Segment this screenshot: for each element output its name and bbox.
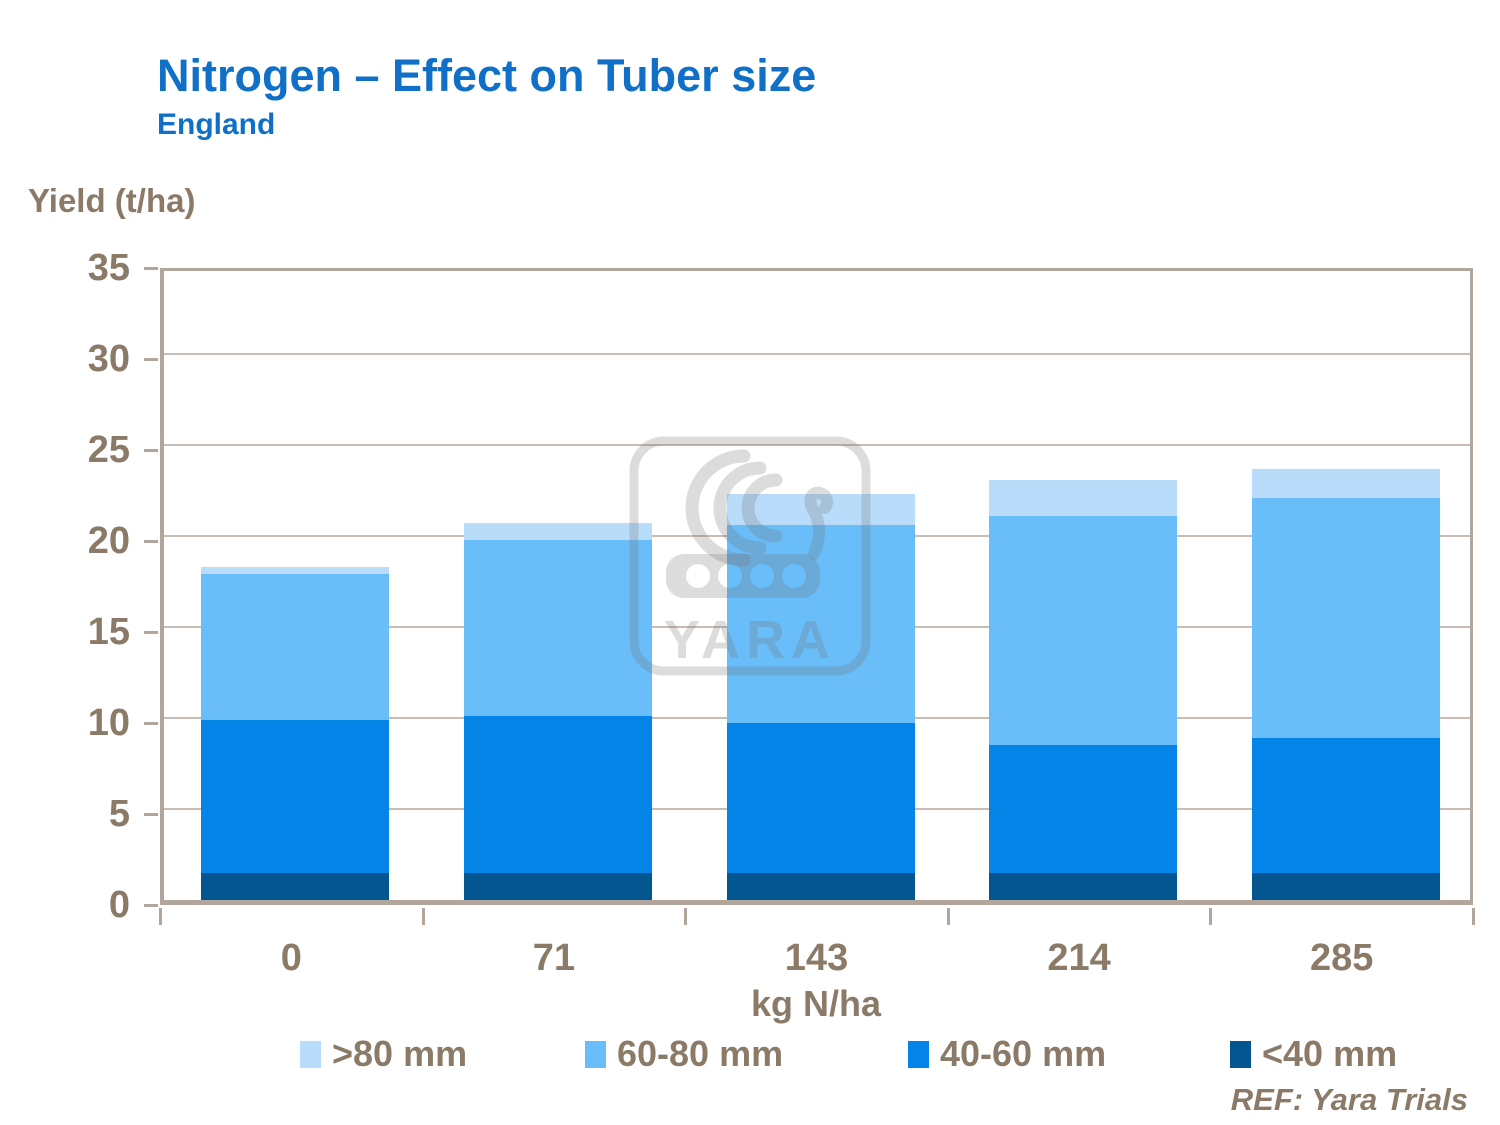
bar-1-seg-3 <box>463 523 652 540</box>
bar-4-seg-0 <box>1251 872 1440 900</box>
x-category-label: 0 <box>280 937 302 979</box>
bar-4-seg-2 <box>1251 497 1440 739</box>
y-tick-label: 25 <box>87 429 130 471</box>
legend-swatch <box>908 1040 929 1068</box>
x-tick-mark <box>1209 908 1213 925</box>
legend-label: >80 mm <box>332 1033 468 1074</box>
y-tick-mark <box>144 267 158 270</box>
legend-item: >80 mm <box>300 1032 467 1076</box>
y-tick-label: 20 <box>87 520 130 562</box>
chart-title: Nitrogen – Effect on Tuber size <box>157 50 817 101</box>
y-tick-mark <box>144 540 158 543</box>
gridline <box>164 353 1470 355</box>
x-tick-mark <box>421 908 425 925</box>
x-category-label: 285 <box>1309 937 1374 979</box>
bar-1-seg-1 <box>463 716 652 873</box>
legend-item: 40-60 mm <box>908 1032 1106 1076</box>
y-axis-title: Yield (t/ha) <box>28 182 196 219</box>
legend-item: <40 mm <box>1230 1032 1397 1076</box>
y-tick-mark <box>144 904 158 907</box>
bar-2-seg-3 <box>726 494 915 526</box>
bar-1-seg-0 <box>463 872 652 900</box>
y-tick-label: 35 <box>87 247 130 289</box>
legend-label: 40-60 mm <box>940 1033 1107 1074</box>
bar-0-seg-3 <box>201 566 390 575</box>
y-tick-mark <box>144 449 158 452</box>
y-tick-label: 5 <box>108 793 130 835</box>
bar-2-seg-1 <box>726 723 915 873</box>
x-category-label: 214 <box>1047 937 1111 979</box>
y-tick-mark <box>144 722 158 725</box>
legend-label: 60-80 mm <box>617 1033 784 1074</box>
gridline <box>164 444 1470 446</box>
bar-1-seg-2 <box>463 539 652 717</box>
x-tick-mark <box>946 908 950 925</box>
bar-2-seg-2 <box>726 525 915 724</box>
bar-3-seg-2 <box>989 516 1178 746</box>
y-tick-mark <box>144 813 158 816</box>
y-tick-label: 0 <box>108 884 130 926</box>
y-tick-mark <box>144 631 158 634</box>
y-tick-label: 15 <box>87 611 130 653</box>
bar-0-seg-0 <box>201 872 390 900</box>
legend-swatch <box>1230 1040 1251 1068</box>
x-tick-mark <box>1472 908 1475 925</box>
y-tick-mark <box>144 358 158 361</box>
bar-3-seg-0 <box>989 872 1178 900</box>
bar-3-seg-3 <box>989 479 1178 516</box>
x-category-label: 71 <box>532 937 576 979</box>
bar-4-seg-1 <box>1251 738 1440 873</box>
x-tick-mark <box>684 908 688 925</box>
legend: >80 mm 60-80 mm 40-60 mm <40 mm <box>0 1032 1500 1078</box>
bar-0-seg-2 <box>201 574 390 720</box>
bar-3-seg-1 <box>989 745 1178 873</box>
x-axis-title: kg N/ha <box>750 983 882 1024</box>
chart-subtitle: England <box>157 108 276 141</box>
plot-area <box>160 268 1473 905</box>
bar-4-seg-3 <box>1251 468 1440 498</box>
legend-item: 60-80 mm <box>585 1032 783 1076</box>
y-tick-label: 30 <box>87 338 130 380</box>
x-tick-mark <box>159 908 162 925</box>
bar-0-seg-1 <box>201 719 390 873</box>
legend-swatch <box>585 1040 606 1068</box>
y-tick-label: 10 <box>87 702 130 744</box>
legend-label: <40 mm <box>1262 1033 1398 1074</box>
bar-2-seg-0 <box>726 872 915 900</box>
x-category-label: 143 <box>784 937 849 979</box>
legend-swatch <box>300 1040 321 1068</box>
reference-note: REF: Yara Trials <box>1230 1082 1468 1117</box>
